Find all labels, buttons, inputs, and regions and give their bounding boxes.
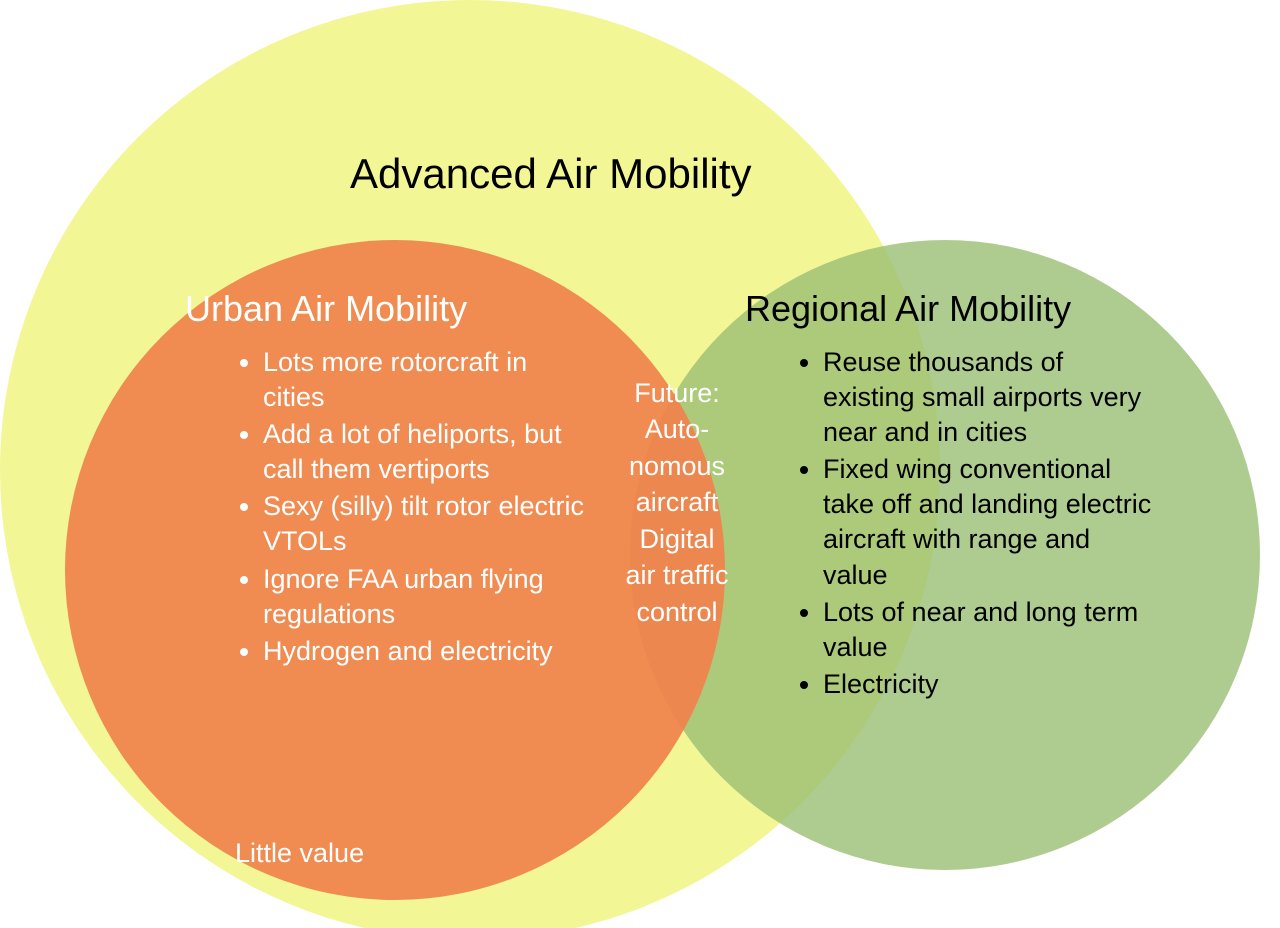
intersection-line: Future: <box>612 375 742 411</box>
footer-urban: Little value <box>235 838 364 869</box>
bullets-regional: Reuse thousands of existing small airpor… <box>795 345 1160 704</box>
intersection-line: Auto- <box>612 411 742 447</box>
list-item: Electricity <box>823 667 1160 702</box>
intersection-line: control <box>612 594 742 630</box>
intersection-text: Future:Auto-nomousaircraftDigitalair tra… <box>612 375 742 630</box>
list-item: Lots of near and long term value <box>823 595 1160 665</box>
venn-diagram: Advanced Air Mobility Urban Air Mobility… <box>0 0 1280 928</box>
title-advanced-air-mobility: Advanced Air Mobility <box>350 150 752 198</box>
list-item: Sexy (silly) tilt rotor electric VTOLs <box>263 489 595 559</box>
bullets-urban: Lots more rotorcraft in citiesAdd a lot … <box>235 345 595 671</box>
intersection-line: air traffic <box>612 557 742 593</box>
list-item: Ignore FAA urban flying regulations <box>263 562 595 632</box>
list-item: Reuse thousands of existing small airpor… <box>823 345 1160 450</box>
intersection-line: nomous <box>612 448 742 484</box>
list-item: Fixed wing conventional take off and lan… <box>823 452 1160 592</box>
list-item: Hydrogen and electricity <box>263 634 595 669</box>
list-item: Add a lot of heliports, but call them ve… <box>263 417 595 487</box>
list-item: Lots more rotorcraft in cities <box>263 345 595 415</box>
intersection-line: aircraft <box>612 484 742 520</box>
title-regional-air-mobility: Regional Air Mobility <box>745 288 1071 330</box>
title-urban-air-mobility: Urban Air Mobility <box>185 288 467 330</box>
intersection-line: Digital <box>612 521 742 557</box>
